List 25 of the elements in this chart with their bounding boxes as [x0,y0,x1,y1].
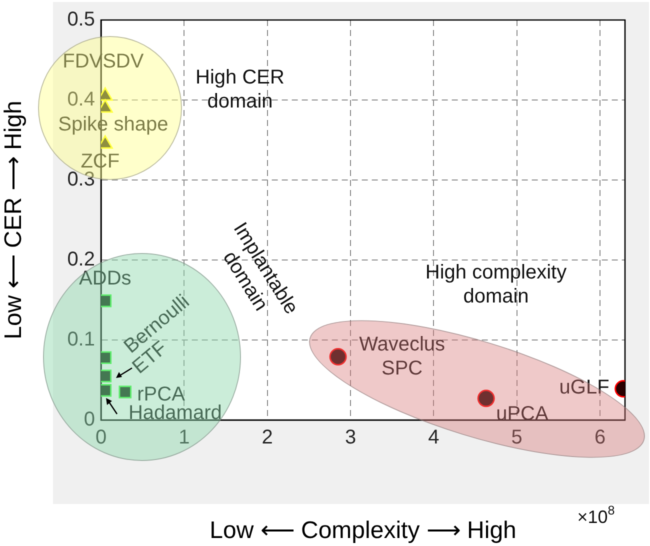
y-tick-label: 0.5 [67,8,95,31]
point [329,348,347,366]
x-tick-label: 4 [428,426,440,449]
x-tick-label: 5 [511,426,522,449]
x-axis-title: Low ⟵ Complexity ⟶ High [210,517,516,544]
y-axis-title: Low ⟵ CER ⟶ High [0,100,28,340]
x-tick-label: 1 [178,426,190,449]
point [477,390,495,408]
y-tick-label: 0 [84,408,95,431]
y-tick-label: 0.1 [67,328,95,351]
y-tick-label: 0.4 [67,88,95,111]
annotation: Waveclus SPC [359,333,446,380]
x-tick-label: 2 [262,426,273,449]
annotation: uGLF [559,376,610,398]
annotation: uPCA [496,402,550,425]
annotation: High CER domain [196,66,284,113]
point [101,384,112,397]
y-tick-label: 0.3 [67,168,95,191]
point [101,294,112,308]
x-tick-label: 3 [344,426,356,449]
point [101,370,112,382]
annotation: High complexity domain [425,262,567,308]
point [101,351,112,364]
y-tick-label: 0.2 [67,248,95,271]
x-tick-label: 6 [594,426,606,449]
